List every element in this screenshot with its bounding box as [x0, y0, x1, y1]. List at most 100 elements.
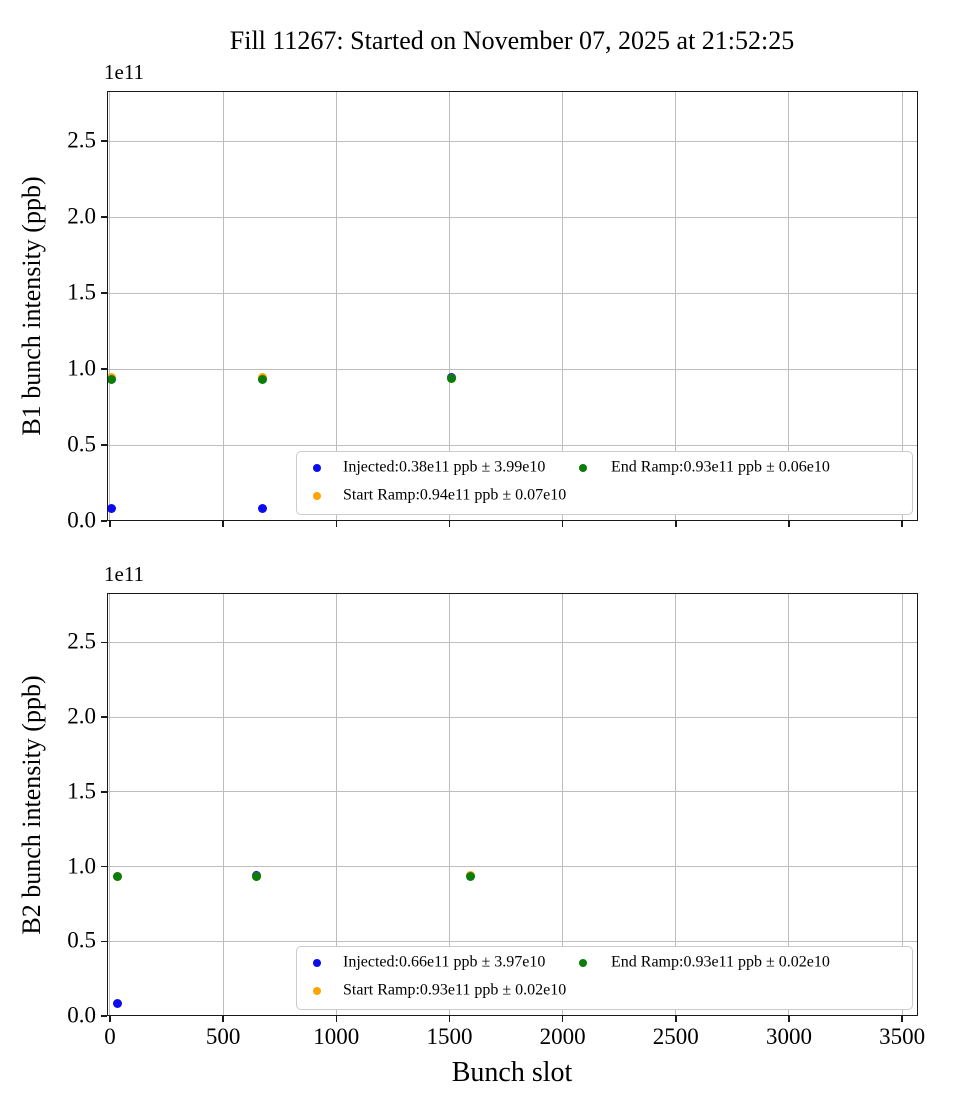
x-tick-mark	[901, 1016, 903, 1022]
data-point-end-ramp	[466, 871, 476, 881]
data-point-injected	[106, 503, 116, 513]
y-tick-mark	[101, 940, 107, 942]
y-tick-label: 0.0	[67, 507, 96, 533]
y-tick-label: 1.0	[67, 852, 96, 878]
legend-marker-end-ramp	[579, 464, 587, 472]
figure-title: Fill 11267: Started on November 07, 2025…	[229, 26, 795, 55]
y-tick-mark	[101, 791, 107, 793]
gridline-vertical	[562, 91, 564, 521]
y-tick-label: 0.5	[67, 431, 96, 457]
x-tick-label: 2500	[652, 1024, 699, 1049]
y-tick-label: 2.5	[67, 628, 96, 654]
legend-label-end-ramp: End Ramp:0.93e11 ppb ± 0.06e10	[611, 458, 830, 476]
y-tick-mark	[101, 368, 107, 370]
y-tick-mark	[101, 865, 107, 868]
gridline-vertical	[901, 593, 903, 1016]
legend-marker-injected	[313, 959, 321, 967]
gridline-vertical	[448, 593, 450, 1016]
gridline-horizontal	[107, 216, 918, 218]
legend-marker-injected	[313, 464, 321, 472]
data-point-end-ramp	[447, 374, 457, 384]
y-tick-mark	[101, 716, 107, 718]
gridline-horizontal	[107, 791, 918, 793]
x-tick-label: 3000	[765, 1024, 812, 1049]
y-tick-label: 1.0	[67, 355, 96, 381]
legend-label-injected: Injected:0.38e11 ppb ± 3.99e10	[343, 458, 546, 476]
y-tick-mark	[101, 1015, 107, 1017]
gridline-horizontal	[107, 866, 918, 868]
y-tick-mark	[101, 216, 107, 218]
x-tick-mark	[675, 1016, 677, 1022]
y-tick-mark	[101, 444, 107, 446]
x-tick-mark	[901, 521, 903, 527]
x-tick-label: 500	[205, 1024, 241, 1049]
subplot-b2: 1e11 B2 bunch intensity (ppb) 0 500 1000 15…	[17, 562, 925, 1049]
legend-label-injected: Injected:0.66e11 ppb ± 3.97e10	[343, 953, 546, 971]
gridline-vertical	[788, 91, 790, 521]
gridline-vertical	[562, 593, 564, 1016]
y-axis-offset-text-b2: 1e11	[104, 562, 145, 586]
data-point-injected	[257, 503, 267, 513]
gridline-horizontal	[107, 444, 918, 446]
x-tick-mark	[335, 521, 338, 527]
gridline-vertical	[335, 593, 337, 1016]
data-point-end-ramp	[252, 872, 262, 882]
y-axis-offset-text-b1: 1e11	[104, 60, 145, 84]
x-tick-label: 1500	[426, 1024, 473, 1049]
y-tick-label: 2.5	[67, 127, 96, 153]
x-tick-mark	[561, 1016, 564, 1022]
gridline-horizontal	[107, 940, 918, 942]
y-tick-label: 1.5	[67, 279, 96, 305]
gridline-horizontal	[107, 641, 918, 643]
gridline-horizontal	[107, 368, 918, 370]
y-tick-mark	[101, 140, 107, 142]
x-tick-mark	[222, 1016, 224, 1022]
x-tick-mark	[448, 1016, 451, 1022]
gridline-vertical	[788, 593, 790, 1016]
x-tick-label: 3500	[879, 1024, 926, 1049]
gridline-horizontal	[107, 716, 918, 718]
gridline-vertical	[901, 91, 903, 521]
legend-marker-start-ramp	[313, 492, 321, 500]
y-tick-label: 0.5	[67, 927, 96, 953]
y-tick-label: 1.5	[67, 778, 96, 804]
x-tick-mark	[448, 521, 451, 527]
subplot-b1: 1e11 B1 bunch intensity (ppb) 0.0 0.5 1.0 1…	[17, 60, 918, 532]
y-tick-mark	[101, 520, 107, 522]
gridline-vertical	[448, 91, 450, 521]
x-tick-mark	[109, 521, 111, 527]
legend-marker-start-ramp	[313, 987, 321, 995]
legend: Injected:0.66e11 ppb ± 3.97e10 Start Ramp…	[296, 946, 913, 1010]
legend-label-start-ramp: Start Ramp:0.94e11 ppb ± 0.07e10	[343, 486, 567, 504]
gridline-vertical	[222, 593, 224, 1016]
gridline-vertical	[675, 593, 677, 1016]
x-tick-label: 0	[104, 1024, 116, 1049]
y-tick-label: 0.0	[67, 1002, 96, 1028]
x-tick-mark	[222, 521, 224, 527]
gridline-vertical	[222, 91, 224, 521]
data-point-injected	[113, 998, 123, 1008]
y-tick-mark	[101, 641, 107, 644]
gridline-horizontal	[107, 292, 918, 294]
x-tick-mark	[335, 1016, 338, 1022]
legend-label-start-ramp: Start Ramp:0.93e11 ppb ± 0.02e10	[343, 981, 567, 999]
x-tick-mark	[788, 1016, 790, 1022]
y-tick-label: 2.0	[67, 703, 96, 729]
data-point-end-ramp	[106, 374, 116, 384]
data-point-end-ramp	[113, 872, 123, 882]
legend-label-end-ramp: End Ramp:0.93e11 ppb ± 0.02e10	[611, 953, 830, 971]
x-tick-mark	[109, 1016, 111, 1022]
y-tick-mark	[101, 292, 107, 294]
gridline-vertical	[109, 91, 111, 521]
gridline-vertical	[675, 91, 677, 521]
gridline-vertical	[109, 593, 111, 1016]
gridline-horizontal	[107, 140, 918, 142]
x-tick-label: 2000	[539, 1024, 586, 1049]
x-tick-mark	[561, 521, 564, 527]
x-tick-mark	[788, 521, 790, 527]
data-point-end-ramp	[257, 375, 267, 385]
legend: Injected:0.38e11 ppb ± 3.99e10 Start Ramp…	[296, 451, 913, 515]
x-tick-label: 1000	[313, 1024, 360, 1049]
legend-marker-end-ramp	[579, 959, 587, 967]
